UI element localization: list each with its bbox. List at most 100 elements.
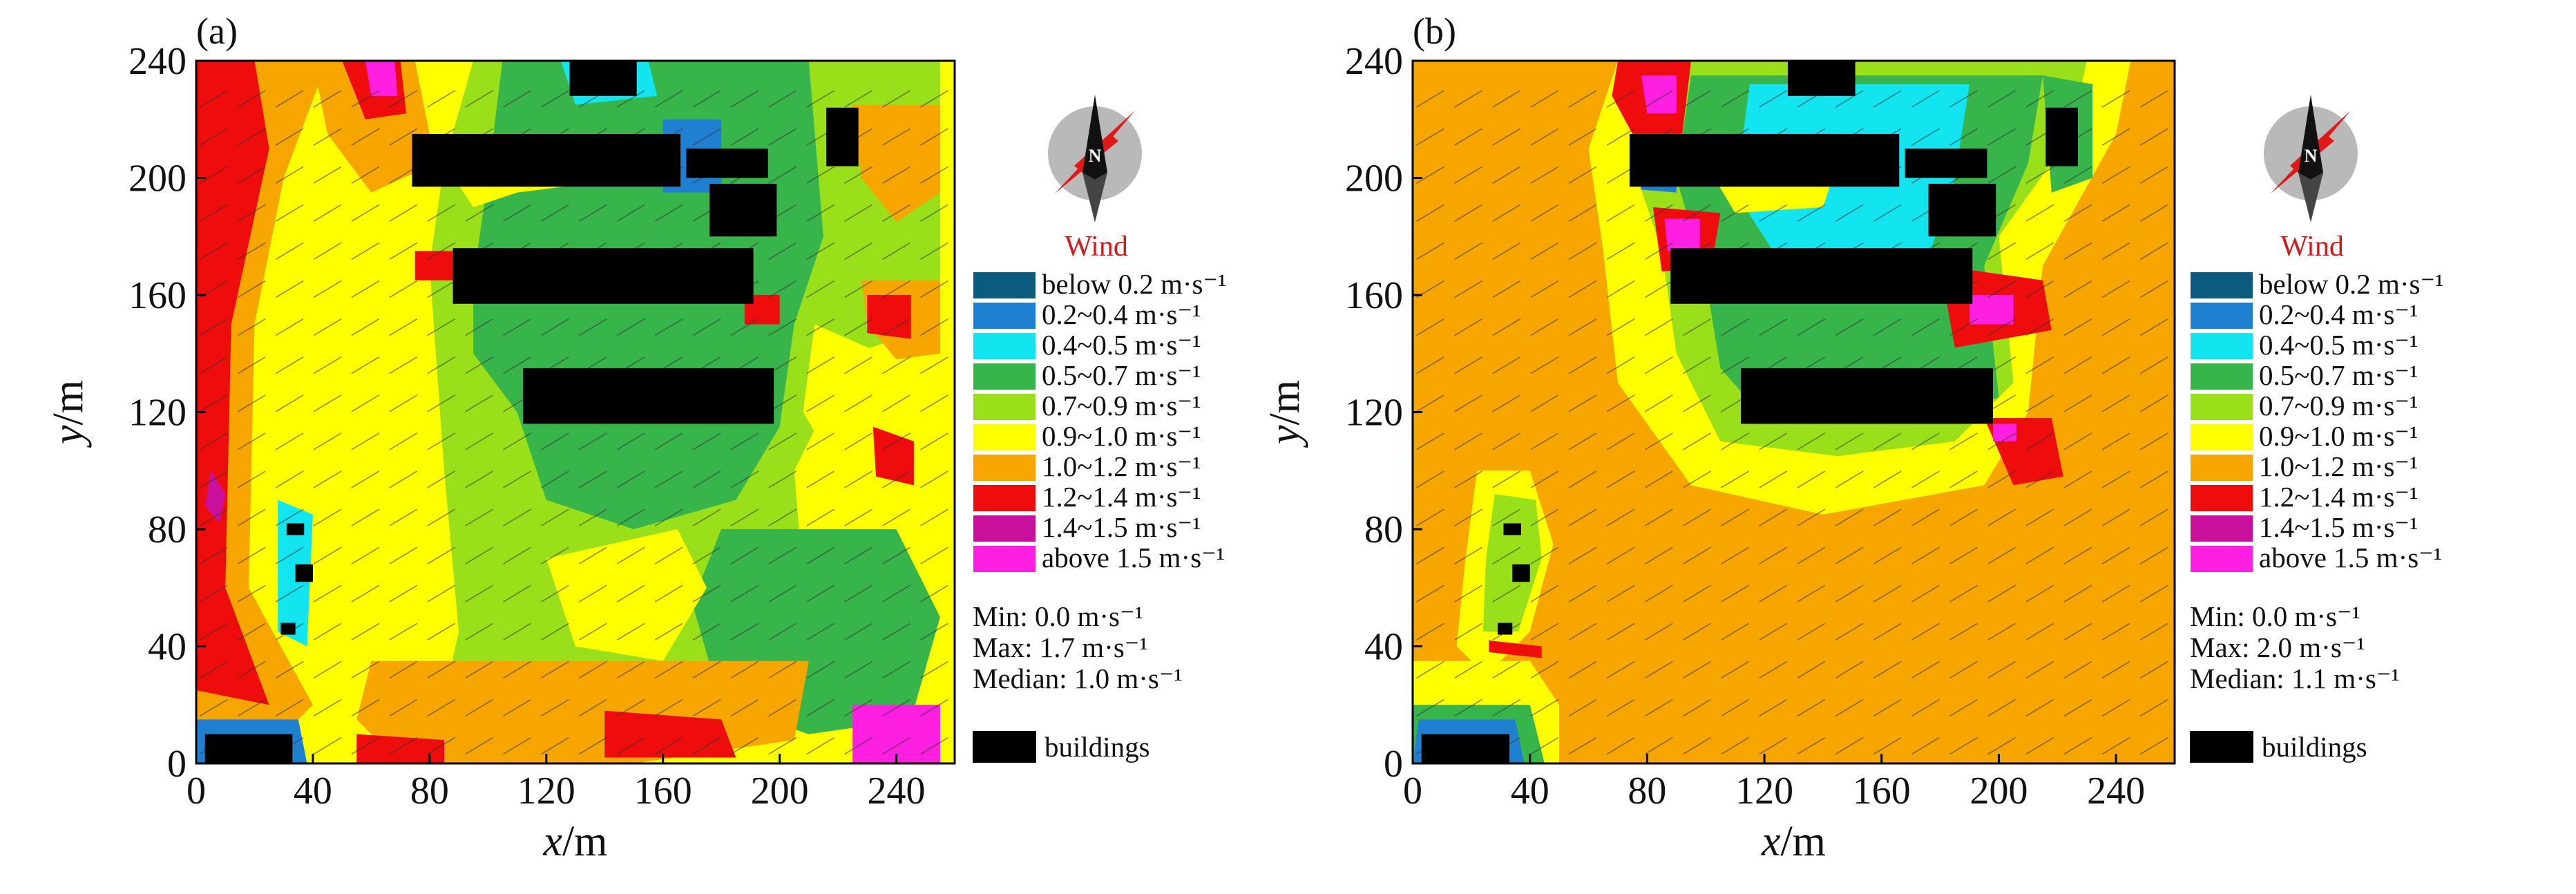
wind-arrow	[313, 242, 342, 260]
wind-arrow	[692, 508, 721, 526]
x-axis-variable: x	[543, 818, 563, 865]
y-tick-label: 80	[148, 508, 187, 551]
wind-arrow	[2063, 280, 2092, 298]
building	[295, 564, 313, 582]
wind-arrow	[199, 584, 228, 602]
wind-arrow	[1949, 318, 1978, 336]
stat-min: Min: 0.0 m·s⁻¹	[973, 600, 1143, 632]
speed-region	[356, 734, 444, 763]
wind-arrow	[2101, 204, 2130, 222]
wind-arrow	[1797, 584, 1826, 602]
wind-arrow	[2063, 508, 2092, 526]
wind-arrow	[275, 508, 304, 526]
wind-arrow	[1492, 356, 1521, 374]
wind-arrow	[1683, 204, 1711, 222]
legend-label: 0.9~1.0 m·s⁻¹	[2259, 420, 2418, 452]
wind-arrow	[1568, 546, 1597, 564]
wind-arrow	[1644, 432, 1673, 450]
legend-swatch	[2189, 301, 2254, 330]
wind-arrow	[1721, 698, 1750, 717]
speed-region	[1489, 640, 1542, 658]
wind-arrow	[275, 242, 304, 260]
wind-arrow	[844, 318, 873, 336]
wind-arrow	[920, 280, 948, 298]
wind-arrow	[351, 394, 380, 412]
legend-label: 1.0~1.2 m·s⁻¹	[1042, 450, 1201, 482]
wind-arrow	[1797, 546, 1826, 564]
wind-arrow	[1568, 394, 1597, 412]
wind-arrow	[1606, 508, 1635, 526]
wind-arrow	[616, 546, 645, 564]
legend-swatch	[972, 392, 1037, 421]
legend-label: 0.4~0.5 m·s⁻¹	[2259, 329, 2418, 361]
legend-label: above 1.5 m·s⁻¹	[2259, 542, 2442, 573]
legend-swatch	[2189, 392, 2254, 421]
wind-arrow	[351, 128, 380, 146]
wind-arrow	[1911, 698, 1940, 717]
wind-arrow	[1949, 736, 1978, 755]
panel-a: 0 40 80 120 160 200 24004080120160200240x/my/m…	[45, 10, 1226, 865]
wind-arrow	[1683, 90, 1711, 108]
wind-arrow	[844, 242, 873, 260]
wind-arrow	[882, 318, 910, 336]
wind-arrow	[1492, 432, 1521, 450]
wind-arrow	[351, 90, 380, 108]
wind-arrow	[1873, 622, 1902, 640]
wind-arrow	[313, 736, 342, 755]
wind-arrow	[1873, 698, 1902, 717]
wind-arrow	[806, 470, 835, 488]
x-tick-label: 0	[1403, 770, 1422, 812]
wind-arrow	[1683, 546, 1711, 564]
wind-arrow	[1492, 698, 1521, 717]
wind-arrow	[1721, 204, 1750, 222]
wind-arrow	[503, 90, 531, 108]
wind-arrow	[313, 508, 342, 526]
y-axis-variable: y	[45, 425, 92, 448]
wind-arrow	[654, 584, 683, 602]
wind-arrow	[503, 698, 531, 717]
wind-label: Wind	[1065, 231, 1128, 263]
y-axis-unit: /m	[45, 380, 92, 425]
wind-arrow	[2063, 622, 2092, 640]
wind-arrow	[275, 166, 304, 184]
wind-arrow	[427, 432, 456, 450]
wind-arrow	[578, 508, 607, 526]
wind-arrow	[2101, 546, 2130, 564]
wind-arrow	[1530, 318, 1559, 336]
building	[280, 622, 296, 635]
wind-arrow	[882, 584, 910, 602]
wind-arrow	[2139, 280, 2168, 298]
wind-arrow	[427, 90, 456, 108]
wind-arrow	[920, 698, 948, 717]
wind-arrow	[1759, 432, 1788, 450]
wind-arrow	[313, 546, 342, 564]
wind-arrow	[465, 660, 494, 679]
wind-arrow	[1454, 394, 1483, 412]
wind-arrow	[1759, 736, 1788, 755]
plot-area	[1413, 61, 2175, 763]
wind-arrow	[1911, 660, 1940, 679]
x-tick-label: 160	[1853, 770, 1911, 812]
wind-arrow	[768, 508, 797, 526]
legend-swatch	[2189, 271, 2254, 300]
wind-arrow	[1530, 394, 1559, 412]
x-tick-label: 120	[517, 770, 575, 812]
wind-arrow	[1492, 90, 1521, 108]
wind-arrow	[2139, 584, 2168, 602]
wind-arrow	[199, 622, 228, 640]
wind-arrow	[1416, 470, 1444, 488]
wind-arrow	[1987, 622, 2016, 640]
wind-arrow	[1835, 90, 1864, 108]
wind-arrow	[313, 90, 342, 108]
wind-arrow	[1987, 470, 2016, 488]
wind-arrow	[1454, 166, 1483, 184]
wind-arrow	[1987, 128, 2016, 146]
wind-arrow	[692, 698, 721, 717]
speed-region	[204, 470, 226, 524]
wind-arrow	[882, 356, 910, 374]
wind-arrow	[541, 660, 569, 679]
wind-arrow	[1606, 432, 1635, 450]
wind-arrow	[844, 90, 873, 108]
